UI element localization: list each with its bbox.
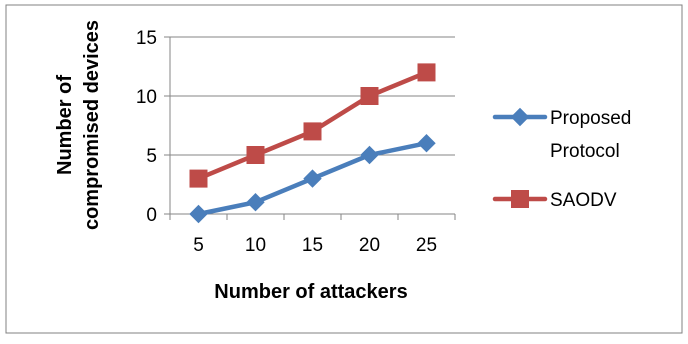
x-tick-label: 15 <box>302 235 323 256</box>
legend-item: Proposed Protocol <box>492 107 631 162</box>
chart-frame <box>5 4 683 334</box>
data-point <box>246 192 265 212</box>
legend: Proposed Protocol SAODV <box>492 107 631 211</box>
axes <box>164 36 456 220</box>
y-tick-label: 5 <box>146 146 157 167</box>
legend-label: Proposed <box>550 108 631 129</box>
gridlines <box>170 36 455 156</box>
y-tick-label: 10 <box>136 87 157 108</box>
x-tick-label: 20 <box>359 235 380 256</box>
y-axis-title-line-2: compromised devices <box>81 20 103 230</box>
y-tick-label: 15 <box>136 28 157 49</box>
legend-swatch-marker <box>511 190 529 208</box>
x-axis-title: Number of attackers <box>214 281 407 303</box>
x-tick-label: 10 <box>245 235 266 256</box>
data-point <box>360 145 379 165</box>
legend-label: Protocol <box>550 141 620 162</box>
data-point <box>417 63 436 82</box>
y-axis-title: Number of compromised devices <box>54 20 103 230</box>
legend-label: SAODV <box>550 190 617 211</box>
y-axis-title-line-1: Number of <box>54 75 76 175</box>
data-point <box>360 87 379 105</box>
series-2 <box>189 63 436 188</box>
data-point <box>246 146 265 164</box>
x-tick-label: 25 <box>416 235 437 256</box>
y-tick-labels: 0 5 10 15 <box>136 28 157 226</box>
data-point <box>303 169 322 188</box>
data-point <box>189 169 208 188</box>
series-1 <box>189 133 436 224</box>
data-point <box>303 122 322 141</box>
x-tick-labels: 5 10 15 20 25 <box>193 235 437 256</box>
data-point <box>417 133 436 153</box>
x-tick-label: 5 <box>193 235 204 256</box>
data-point <box>189 204 208 224</box>
series-lines <box>189 63 436 224</box>
y-tick-label: 0 <box>146 205 157 226</box>
legend-swatch-marker <box>510 107 530 127</box>
legend-item: SAODV <box>492 190 617 211</box>
